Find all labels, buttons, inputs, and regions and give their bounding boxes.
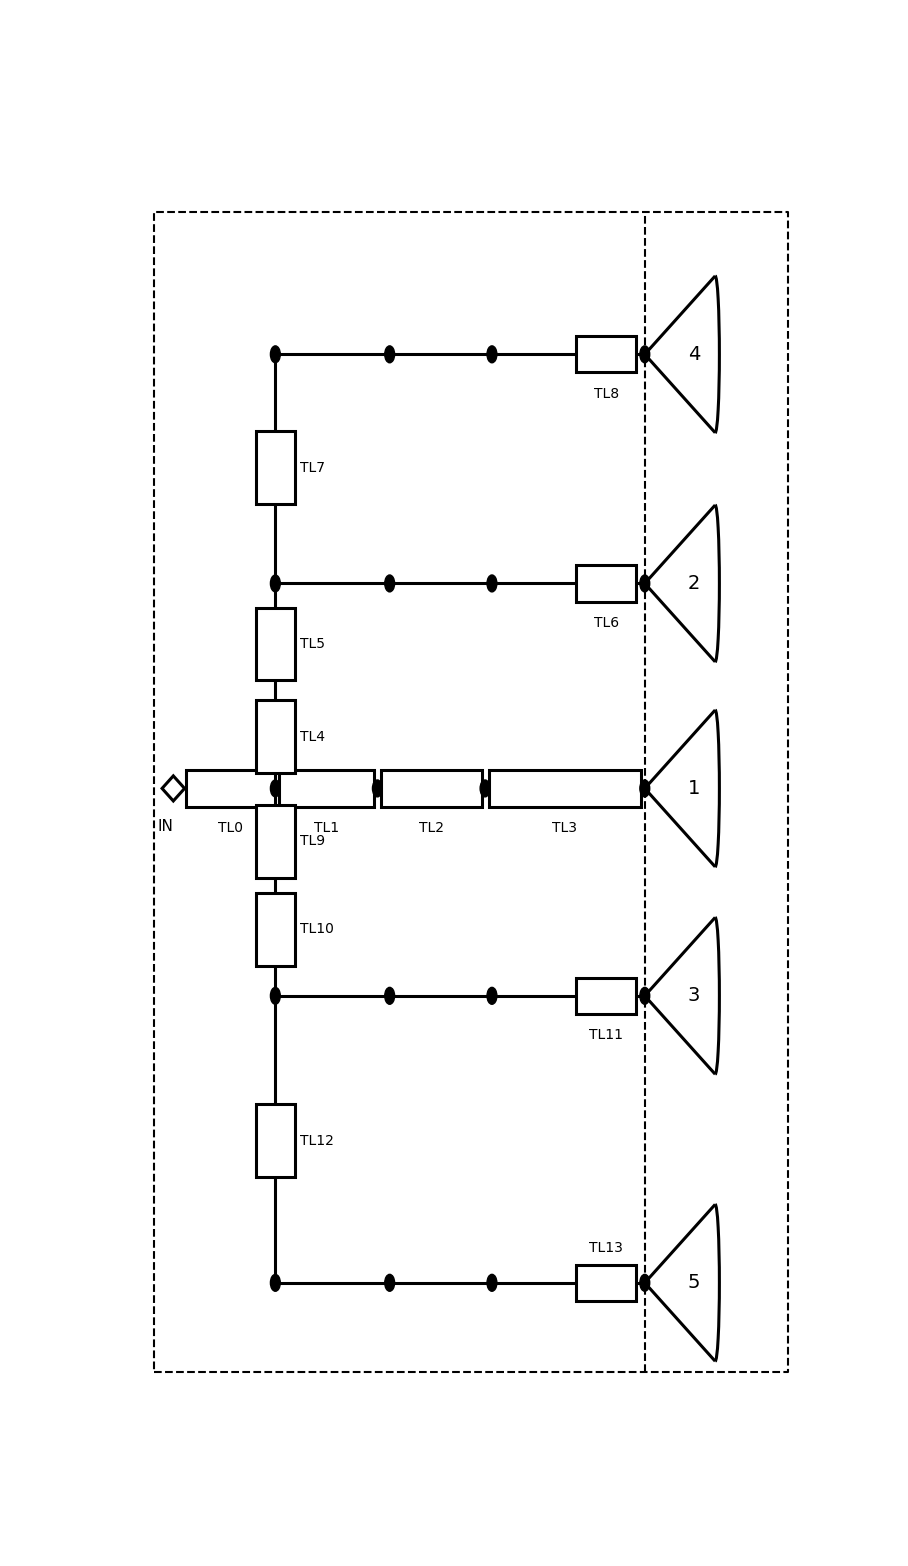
Circle shape	[271, 346, 281, 363]
Text: TL4: TL4	[301, 730, 325, 744]
Bar	[489, 770, 641, 806]
Bar	[256, 700, 295, 772]
Circle shape	[640, 346, 650, 363]
Text: TL10: TL10	[301, 922, 334, 936]
Bar	[381, 770, 481, 806]
Bar	[256, 893, 295, 966]
Text: TL7: TL7	[301, 460, 325, 474]
Bar	[256, 608, 295, 680]
Text: TL0: TL0	[218, 821, 243, 835]
Text: 5: 5	[687, 1273, 700, 1292]
Text: TL12: TL12	[301, 1134, 334, 1148]
Text: TL2: TL2	[419, 821, 444, 835]
Bar	[256, 432, 295, 504]
Circle shape	[271, 988, 281, 1004]
Circle shape	[385, 346, 395, 363]
Bar	[186, 770, 275, 806]
Circle shape	[487, 1275, 497, 1292]
Circle shape	[640, 988, 650, 1004]
Bar	[279, 770, 374, 806]
Text: TL9: TL9	[301, 835, 325, 849]
Circle shape	[271, 1275, 281, 1292]
Text: TL6: TL6	[594, 615, 618, 630]
Bar	[577, 977, 636, 1013]
Text: TL1: TL1	[314, 821, 339, 835]
Circle shape	[271, 780, 281, 797]
Circle shape	[487, 988, 497, 1004]
Bar	[577, 565, 636, 601]
Circle shape	[372, 780, 382, 797]
Circle shape	[385, 1275, 395, 1292]
Text: TL3: TL3	[552, 821, 577, 835]
Bar	[577, 1265, 636, 1301]
Circle shape	[385, 988, 395, 1004]
Circle shape	[487, 346, 497, 363]
Text: 1: 1	[688, 778, 700, 799]
Circle shape	[640, 1275, 650, 1292]
Text: TL8: TL8	[594, 387, 618, 401]
Text: TL5: TL5	[301, 637, 325, 651]
Circle shape	[385, 575, 395, 592]
Text: 4: 4	[688, 345, 700, 363]
Text: IN: IN	[157, 819, 173, 833]
Circle shape	[640, 780, 650, 797]
Circle shape	[487, 575, 497, 592]
Bar	[256, 1104, 295, 1176]
Bar	[256, 805, 295, 877]
Text: 3: 3	[688, 987, 700, 1005]
Text: TL11: TL11	[589, 1029, 623, 1043]
Circle shape	[480, 780, 490, 797]
Text: TL13: TL13	[589, 1242, 623, 1254]
Text: 2: 2	[688, 573, 700, 594]
Circle shape	[640, 575, 650, 592]
Circle shape	[271, 575, 281, 592]
Bar	[577, 337, 636, 373]
